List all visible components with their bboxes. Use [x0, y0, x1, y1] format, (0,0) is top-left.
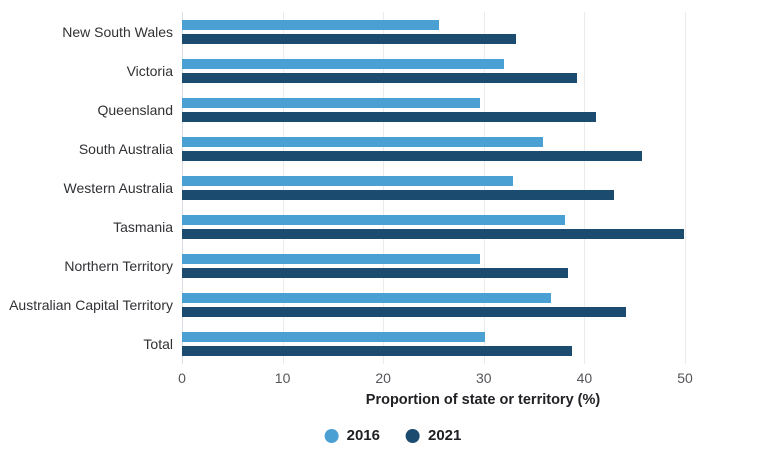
gridline	[483, 12, 485, 364]
legend-item-2016[interactable]: 2016	[324, 427, 380, 444]
x-tick-label: 50	[677, 370, 693, 386]
bar-2021[interactable]	[182, 150, 642, 161]
x-axis-title: Proportion of state or territory (%)	[365, 392, 601, 408]
bar-2021[interactable]	[182, 189, 614, 200]
category-label: Total	[143, 336, 173, 353]
y-axis-line	[182, 12, 183, 364]
bar-2021[interactable]	[182, 307, 626, 318]
category-label: Northern Territory	[64, 258, 173, 275]
bar-2021[interactable]	[182, 346, 573, 357]
bar-2016[interactable]	[182, 19, 439, 30]
gridline	[584, 12, 586, 364]
legend: 2016 2021	[324, 427, 461, 444]
category-row: Total	[143, 325, 685, 364]
bar-2021[interactable]	[182, 229, 684, 240]
gridline	[282, 12, 284, 364]
category-label: South Australia	[78, 140, 173, 157]
x-tick-label: 0	[178, 370, 186, 386]
bar-pair	[182, 136, 685, 161]
bar-2016[interactable]	[182, 136, 544, 147]
bar-2021[interactable]	[182, 72, 578, 83]
category-row: Northern Territory	[64, 247, 685, 286]
plot-area: New South Wales Victoria Queensland South A…	[9, 12, 686, 364]
x-tick-label: 40	[576, 370, 593, 386]
bar-pair	[182, 175, 685, 200]
x-tick-label: 10	[274, 370, 291, 386]
x-tick-label: 30	[476, 370, 492, 386]
category-row: Western Australia	[64, 168, 685, 207]
bar-2016[interactable]	[182, 175, 513, 186]
x-axis: 0 10 20 30 40 50	[178, 369, 693, 387]
legend-marker-2021-icon	[406, 428, 420, 443]
category-row: Queensland	[97, 90, 685, 129]
gridline	[685, 12, 686, 364]
category-label: Queensland	[97, 101, 173, 118]
bar-pair	[182, 19, 685, 44]
bar-2016[interactable]	[182, 254, 480, 265]
bar-2021[interactable]	[182, 33, 516, 44]
category-label: Western Australia	[63, 179, 173, 196]
category-row: New South Wales	[62, 12, 685, 51]
x-tick-label: 20	[375, 370, 391, 386]
bar-pair	[182, 215, 685, 240]
bar-2016[interactable]	[182, 332, 485, 343]
bar-pair	[182, 58, 685, 83]
legend-label-2021: 2021	[428, 427, 462, 444]
category-row: Tasmania	[113, 208, 685, 247]
bar-pair	[182, 254, 685, 279]
category-label: New South Wales	[62, 23, 173, 40]
bar-pair	[182, 332, 685, 357]
bar-2021[interactable]	[182, 111, 597, 122]
legend-label-2016: 2016	[346, 427, 380, 444]
bar-pair	[182, 293, 685, 318]
category-row: Australian Capital Territory	[9, 286, 685, 325]
bar-2016[interactable]	[182, 97, 480, 108]
bar-2016[interactable]	[182, 58, 504, 69]
category-label: Tasmania	[113, 219, 173, 236]
bar-2016[interactable]	[182, 215, 566, 226]
category-row: South Australia	[79, 129, 685, 168]
gridline	[383, 12, 385, 364]
bar-pair	[182, 97, 685, 122]
bar-2016[interactable]	[182, 293, 552, 304]
legend-item-2021[interactable]: 2021	[406, 427, 461, 444]
bar-2021[interactable]	[182, 268, 569, 279]
legend-marker-2016-icon	[324, 428, 339, 443]
category-label: Victoria	[126, 62, 173, 79]
category-label: Australian Capital Territory	[9, 297, 173, 314]
category-row: Victoria	[127, 51, 685, 90]
